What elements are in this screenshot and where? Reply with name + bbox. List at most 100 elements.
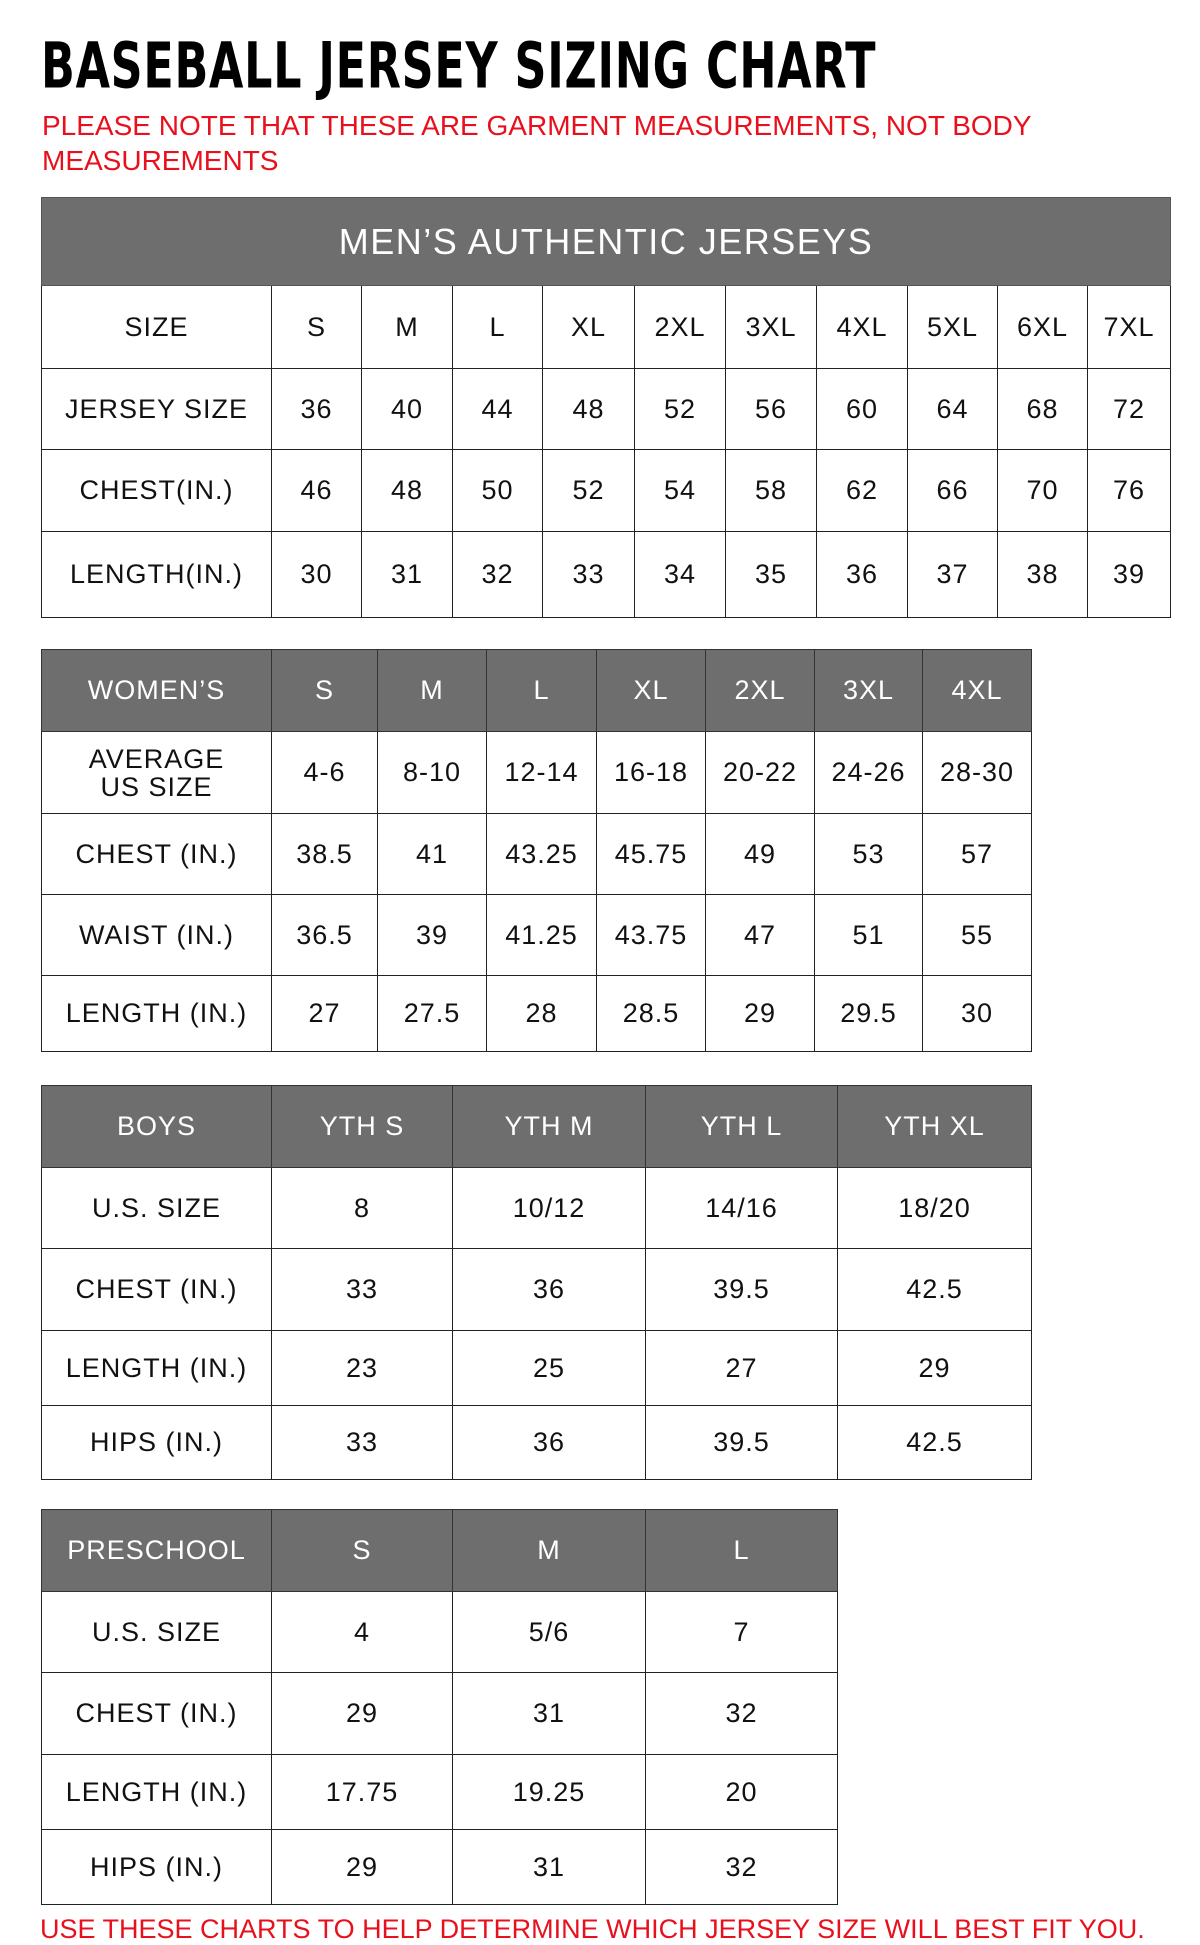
column-header: M xyxy=(452,1509,646,1592)
column-header: 2XL xyxy=(634,285,726,369)
table-cell: 8-10 xyxy=(377,731,487,814)
column-header: M xyxy=(361,285,453,369)
table-cell: 16-18 xyxy=(596,731,706,814)
column-header: 4XL xyxy=(922,649,1032,732)
table-cell: 38 xyxy=(997,531,1088,618)
mens-size-table: MEN’S AUTHENTIC JERSEYS SIZE S M L XL 2XL 3XL 4X… xyxy=(40,197,1172,618)
table-cell: 31 xyxy=(361,531,453,618)
table-header-row: SIZE S M L XL 2XL 3XL 4XL 5XL 6XL 7XL xyxy=(41,285,1172,369)
column-header: 6XL xyxy=(997,285,1088,369)
table-cell: 76 xyxy=(1086,449,1172,532)
column-header: 2XL xyxy=(705,649,815,732)
table-cell: 4-6 xyxy=(271,731,378,814)
table-row: U.S. SIZE 4 5/6 7 xyxy=(41,1591,838,1673)
table-row: U.S. SIZE 8 10/12 14/16 18/20 xyxy=(41,1167,1032,1249)
table-cell: 30 xyxy=(922,975,1032,1052)
table-cell: 56 xyxy=(725,368,817,450)
table-cell: 30 xyxy=(271,531,362,618)
row-label: BOYS xyxy=(41,1085,272,1168)
table-cell: 19.25 xyxy=(452,1754,646,1830)
row-label: JERSEY SIZE xyxy=(41,368,272,450)
table-cell: 68 xyxy=(997,368,1088,450)
table-cell: 20 xyxy=(645,1754,838,1830)
table-cell: 38.5 xyxy=(271,813,378,895)
table-cell: 49 xyxy=(705,813,815,895)
column-header: YTH XL xyxy=(837,1085,1032,1168)
table-cell: 40 xyxy=(361,368,453,450)
row-label: U.S. SIZE xyxy=(41,1591,272,1673)
table-cell: 32 xyxy=(452,531,543,618)
table-cell: 7 xyxy=(645,1591,838,1673)
table-cell: 27 xyxy=(271,975,378,1052)
table-cell: 20-22 xyxy=(705,731,815,814)
row-label: CHEST (IN.) xyxy=(41,1672,272,1755)
row-label: AVERAGE US SIZE xyxy=(41,731,272,814)
table-cell: 64 xyxy=(907,368,998,450)
table-cell: 72 xyxy=(1086,368,1172,450)
table-cell: 27.5 xyxy=(377,975,487,1052)
row-label: WAIST (IN.) xyxy=(41,894,272,976)
table-cell: 14/16 xyxy=(645,1167,838,1249)
row-label: LENGTH (IN.) xyxy=(41,1330,272,1406)
table-cell: 39.5 xyxy=(645,1405,838,1480)
table-cell: 36 xyxy=(271,368,362,450)
table-cell: 33 xyxy=(271,1248,453,1331)
table-cell: 28 xyxy=(486,975,597,1052)
womens-size-table: WOMEN’S S M L XL 2XL 3XL 4XL AVERAGE US SIZE 4-6 8… xyxy=(41,649,1032,1052)
table-cell: 41 xyxy=(377,813,487,895)
table-cell: 52 xyxy=(542,449,635,532)
table-cell: 36 xyxy=(816,531,908,618)
column-header: YTH M xyxy=(452,1085,646,1168)
boys-size-table: BOYS YTH S YTH M YTH L YTH XL U.S. SIZE 8 10/12… xyxy=(41,1085,1032,1480)
table-row: CHEST (IN.) 38.5 41 43.25 45.75 49 53 57 xyxy=(41,813,1032,895)
table-row: AVERAGE US SIZE 4-6 8-10 12-14 16-18 20-22 24-… xyxy=(41,731,1032,814)
row-label: HIPS (IN.) xyxy=(41,1405,272,1480)
table-cell: 29 xyxy=(705,975,815,1052)
table-banner: MEN’S AUTHENTIC JERSEYS xyxy=(40,197,1172,286)
row-label: U.S. SIZE xyxy=(41,1167,272,1249)
table-cell: 25 xyxy=(452,1330,646,1406)
garment-note: PLEASE NOTE THAT THESE ARE GARMENT MEASU… xyxy=(42,110,1032,176)
table-cell: 24-26 xyxy=(814,731,923,814)
table-cell: 33 xyxy=(542,531,635,618)
table-row: WAIST (IN.) 36.5 39 41.25 43.75 47 51 55 xyxy=(41,894,1032,976)
table-cell: 32 xyxy=(645,1672,838,1755)
page-title: BASEBALL JERSEY SIZING CHART xyxy=(41,30,877,104)
table-cell: 52 xyxy=(634,368,726,450)
table-cell: 35 xyxy=(725,531,817,618)
table-row: LENGTH(IN.) 30 31 32 33 34 35 36 37 38 39 xyxy=(41,531,1172,618)
table-cell: 28-30 xyxy=(922,731,1032,814)
column-header: S xyxy=(271,649,378,732)
table-cell: 5/6 xyxy=(452,1591,646,1673)
table-row: CHEST(IN.) 46 48 50 52 54 58 62 66 70 76 xyxy=(41,449,1172,532)
table-cell: 60 xyxy=(816,368,908,450)
table-cell: 41.25 xyxy=(486,894,597,976)
table-banner-row: MEN’S AUTHENTIC JERSEYS xyxy=(40,197,1172,286)
table-cell: 45.75 xyxy=(596,813,706,895)
table-row: CHEST (IN.) 29 31 32 xyxy=(41,1672,838,1755)
column-header: 3XL xyxy=(725,285,817,369)
table-cell: 36 xyxy=(452,1405,646,1480)
table-cell: 48 xyxy=(542,368,635,450)
column-header: 5XL xyxy=(907,285,998,369)
column-header: YTH L xyxy=(645,1085,838,1168)
table-cell: 62 xyxy=(816,449,908,532)
column-header: L xyxy=(645,1509,838,1592)
row-label: CHEST(IN.) xyxy=(41,449,272,532)
column-header: S xyxy=(271,285,362,369)
table-cell: 70 xyxy=(997,449,1088,532)
table-cell: 28.5 xyxy=(596,975,706,1052)
table-cell: 47 xyxy=(705,894,815,976)
table-row: LENGTH (IN.) 23 25 27 29 xyxy=(41,1330,1032,1406)
table-header-row: WOMEN’S S M L XL 2XL 3XL 4XL xyxy=(41,649,1032,732)
table-cell: 39 xyxy=(377,894,487,976)
column-header: L xyxy=(452,285,543,369)
table-row: JERSEY SIZE 36 40 44 48 52 56 60 64 68 72 xyxy=(41,368,1172,450)
table-cell: 43.75 xyxy=(596,894,706,976)
table-cell: 57 xyxy=(922,813,1032,895)
table-row: LENGTH (IN.) 17.75 19.25 20 xyxy=(41,1754,838,1830)
column-header: 3XL xyxy=(814,649,923,732)
table-header-row: PRESCHOOL S M L xyxy=(41,1509,838,1592)
table-cell: 8 xyxy=(271,1167,453,1249)
table-cell: 34 xyxy=(634,531,726,618)
